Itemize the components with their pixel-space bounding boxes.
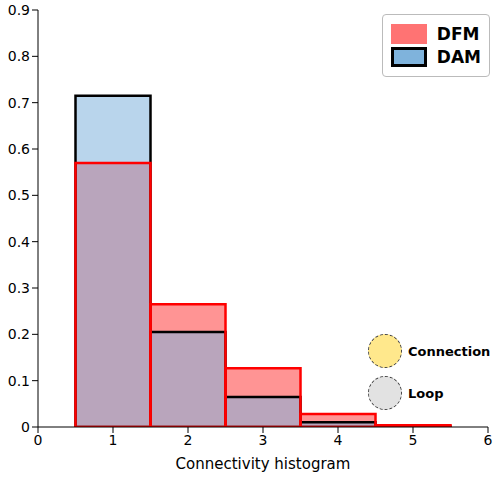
html-text:DAM: DAM [436, 47, 481, 67]
html-text:Connection: Connection [408, 343, 491, 359]
svg-text:Connectivity histogram: Connectivity histogram [176, 455, 351, 473]
svg-text:0.1: 0.1 [8, 373, 30, 389]
svg-text:2: 2 [184, 432, 193, 448]
svg-text:0: 0 [21, 419, 30, 435]
svg-text:0.9: 0.9 [8, 2, 30, 18]
svg-text:0.5: 0.5 [8, 187, 30, 203]
svg-text:3: 3 [259, 432, 268, 448]
html-text:DFM: DFM [436, 24, 480, 44]
svg-text:0.8: 0.8 [8, 48, 30, 64]
svg-text:1: 1 [109, 432, 118, 448]
svg-text:0.6: 0.6 [8, 141, 30, 157]
html-text:Loop: Loop [408, 385, 444, 401]
svg-text:0.3: 0.3 [8, 280, 30, 296]
svg-text:5: 5 [409, 432, 418, 448]
svg-text:0.2: 0.2 [8, 326, 30, 342]
svg-text:0.7: 0.7 [8, 95, 30, 111]
svg-text:0: 0 [34, 432, 43, 448]
svg-text:4: 4 [334, 432, 343, 448]
svg-text:0.4: 0.4 [8, 234, 30, 250]
svg-text:6: 6 [484, 432, 493, 448]
